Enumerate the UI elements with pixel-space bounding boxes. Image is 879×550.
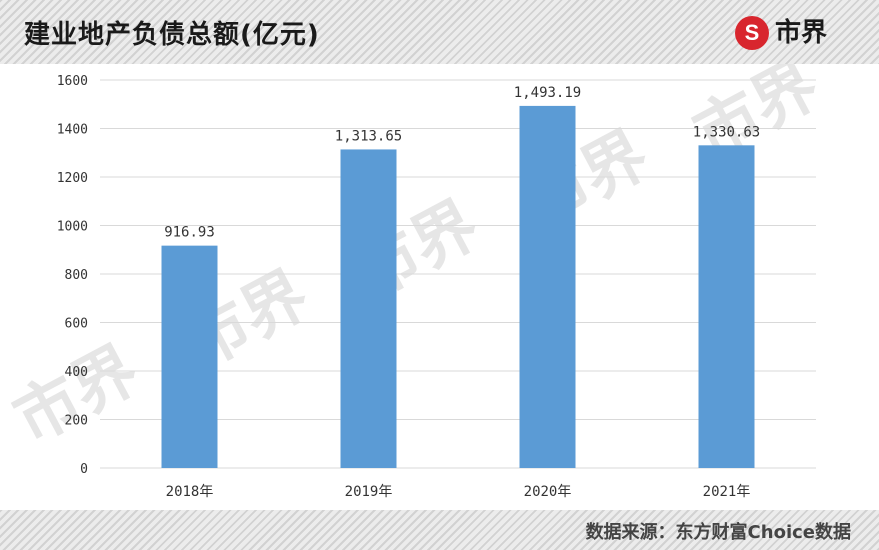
y-tick-label: 1000 — [57, 220, 88, 235]
data-label: 1,313.65 — [335, 128, 402, 144]
brand-name: 市界 — [775, 18, 828, 48]
chart-title: 建业地产负债总额(亿元) — [24, 20, 320, 50]
x-tick-label: 2019年 — [345, 484, 393, 500]
bar — [340, 149, 397, 468]
value-labels: 916.93 1,313.65 1,493.19 1,330.63 — [164, 85, 760, 241]
bars — [161, 105, 755, 468]
data-label: 1,493.19 — [514, 85, 581, 101]
y-tick-label: 1400 — [57, 123, 88, 138]
x-axis-ticks: 2018年 2019年 2020年 2021年 — [166, 484, 751, 500]
header-banner: 建业地产负债总额(亿元) S 市界 — [0, 0, 879, 64]
brand-logo: S 市界 — [735, 14, 865, 54]
y-tick-label: 600 — [65, 317, 88, 332]
watermark-text: 市界 — [3, 333, 151, 458]
x-tick-label: 2018年 — [166, 484, 214, 500]
bar — [698, 145, 755, 468]
bar — [519, 105, 576, 468]
gridlines — [100, 79, 816, 469]
y-tick-label: 800 — [65, 268, 88, 283]
y-tick-label: 1200 — [57, 171, 88, 186]
dollar-icon: S — [735, 16, 769, 50]
x-tick-label: 2020年 — [524, 484, 572, 500]
y-axis-ticks: 0 200 400 600 800 1000 1200 1400 1600 — [57, 74, 88, 477]
data-label: 1,330.63 — [693, 124, 760, 140]
data-source-note: 数据来源：东方财富Choice数据 — [585, 522, 851, 543]
footer-banner: 数据来源：东方财富Choice数据 — [0, 510, 879, 550]
y-tick-label: 1600 — [57, 74, 88, 89]
data-label: 916.93 — [164, 225, 215, 241]
y-tick-label: 0 — [80, 462, 88, 477]
bar — [161, 245, 218, 468]
x-tick-label: 2021年 — [703, 484, 751, 500]
y-tick-label: 200 — [65, 414, 88, 429]
y-tick-label: 400 — [65, 365, 88, 380]
chart-area: 市界 市界 市界 市界 市界 0 200 400 600 800 1000 1200 1400 1600… — [0, 48, 879, 510]
